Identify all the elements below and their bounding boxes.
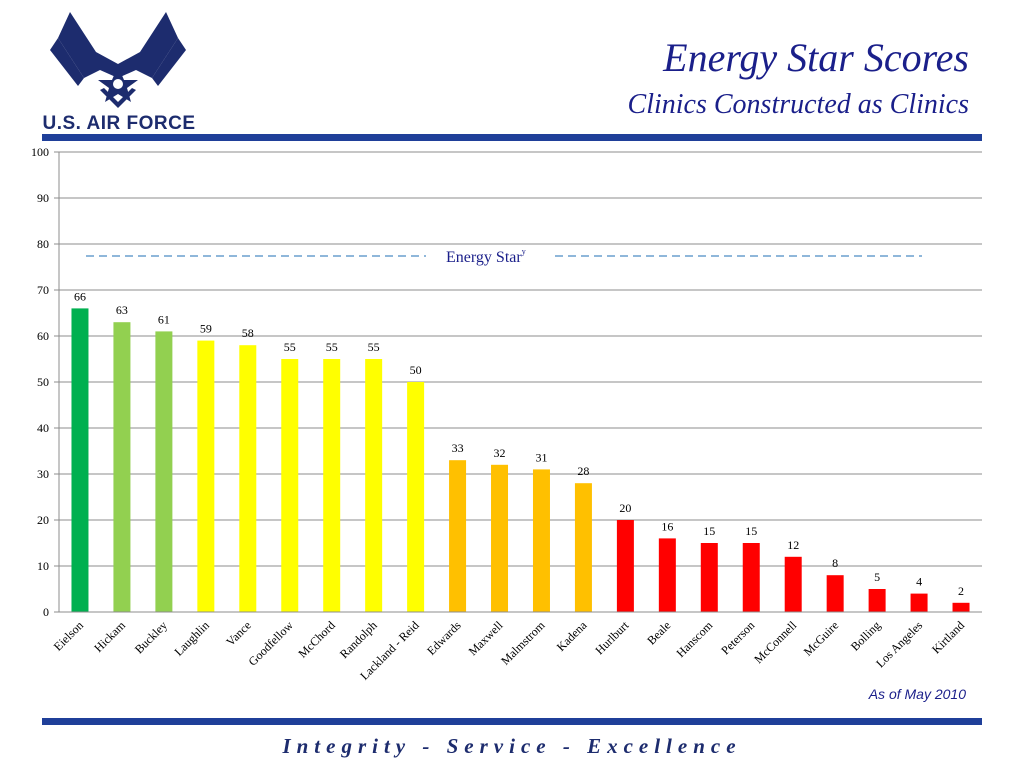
bar (323, 359, 341, 612)
bar (658, 538, 676, 612)
bottom-divider (42, 718, 982, 725)
bar (449, 460, 467, 612)
y-tick-label: 10 (37, 559, 49, 573)
bar (71, 308, 89, 612)
page-subtitle: Clinics Constructed as Clinics (627, 89, 969, 120)
x-tick-label: Vance (223, 618, 254, 649)
data-label: 16 (661, 519, 673, 533)
y-tick-label: 30 (37, 467, 49, 481)
data-label: 5 (874, 570, 880, 584)
bar (197, 340, 215, 612)
data-label: 8 (832, 556, 838, 570)
data-label: 59 (200, 322, 212, 336)
data-label: 55 (326, 340, 338, 354)
page-title: Energy Star Scores (663, 35, 969, 80)
x-tick-label: Maxwell (466, 618, 507, 659)
data-label: 4 (916, 575, 922, 589)
footer-motto: Integrity - Service - Excellence (282, 734, 742, 758)
data-label: 55 (368, 340, 380, 354)
energy-star-label-text: Energy Star (446, 249, 522, 266)
data-label: 31 (535, 450, 547, 464)
x-tick-label: Goodfellow (245, 618, 296, 669)
x-tick-label: McConnell (751, 618, 800, 667)
bar (239, 345, 257, 612)
data-label: 15 (703, 524, 715, 538)
y-tick-label: 0 (43, 605, 49, 619)
data-label: 50 (410, 363, 422, 377)
bar (491, 464, 509, 612)
bar (574, 483, 592, 612)
x-tick-label: Kadena (554, 618, 590, 654)
bar (113, 322, 131, 612)
y-tick-label: 90 (37, 191, 49, 205)
x-tick-label: Kirtland (929, 618, 967, 656)
data-label: 33 (452, 441, 464, 455)
y-tick-label: 70 (37, 283, 49, 297)
bar (952, 602, 970, 612)
x-tick-label: Buckley (132, 618, 170, 656)
x-tick-label: Peterson (718, 618, 757, 657)
data-label: 2 (958, 584, 964, 598)
x-tick-label: McGuire (801, 618, 842, 659)
x-tick-label: Beale (644, 618, 673, 647)
data-label: 61 (158, 312, 170, 326)
as-of-date: As of May 2010 (868, 686, 966, 702)
x-tick-label: McChord (295, 618, 337, 660)
y-tick-label: 50 (37, 375, 49, 389)
bar (616, 520, 634, 612)
data-label: 55 (284, 340, 296, 354)
x-tick-label: Malmstrom (498, 618, 548, 668)
bar (784, 556, 802, 612)
bar (155, 331, 173, 612)
energy-star-label-superscript: y (522, 247, 526, 256)
x-tick-label: Laughlin (171, 618, 212, 659)
bar (700, 543, 718, 612)
x-tick-label: Eielson (51, 618, 86, 653)
bar (532, 469, 550, 612)
top-divider (42, 134, 982, 141)
data-label: 15 (745, 524, 757, 538)
data-label: 28 (577, 464, 589, 478)
x-tick-label: Hickam (91, 618, 128, 655)
data-label: 20 (619, 501, 631, 515)
bar (365, 359, 383, 612)
data-label: 66 (74, 289, 86, 303)
logo-text: U.S. AIR FORCE (42, 113, 196, 134)
data-label: 32 (494, 446, 506, 460)
y-tick-label: 20 (37, 513, 49, 527)
y-tick-label: 80 (37, 237, 49, 251)
bar (742, 543, 760, 612)
x-tick-label: Hanscom (673, 618, 715, 660)
x-tick-label: Edwards (424, 618, 464, 658)
air-force-logo-icon (50, 12, 186, 108)
y-tick-label: 100 (31, 145, 49, 159)
energy-star-label: Energy Stary (446, 247, 526, 266)
data-label: 58 (242, 326, 254, 340)
bar (826, 575, 844, 612)
bar (910, 593, 928, 612)
x-tick-label: Randolph (337, 618, 380, 661)
x-tick-label: Hurlburt (592, 618, 632, 658)
data-label: 63 (116, 303, 128, 317)
bar (868, 589, 886, 612)
x-tick-label: Bolling (848, 618, 883, 653)
y-tick-label: 60 (37, 329, 49, 343)
bar (407, 382, 425, 612)
data-label: 12 (787, 538, 799, 552)
y-tick-label: 40 (37, 421, 49, 435)
bar (281, 359, 299, 612)
